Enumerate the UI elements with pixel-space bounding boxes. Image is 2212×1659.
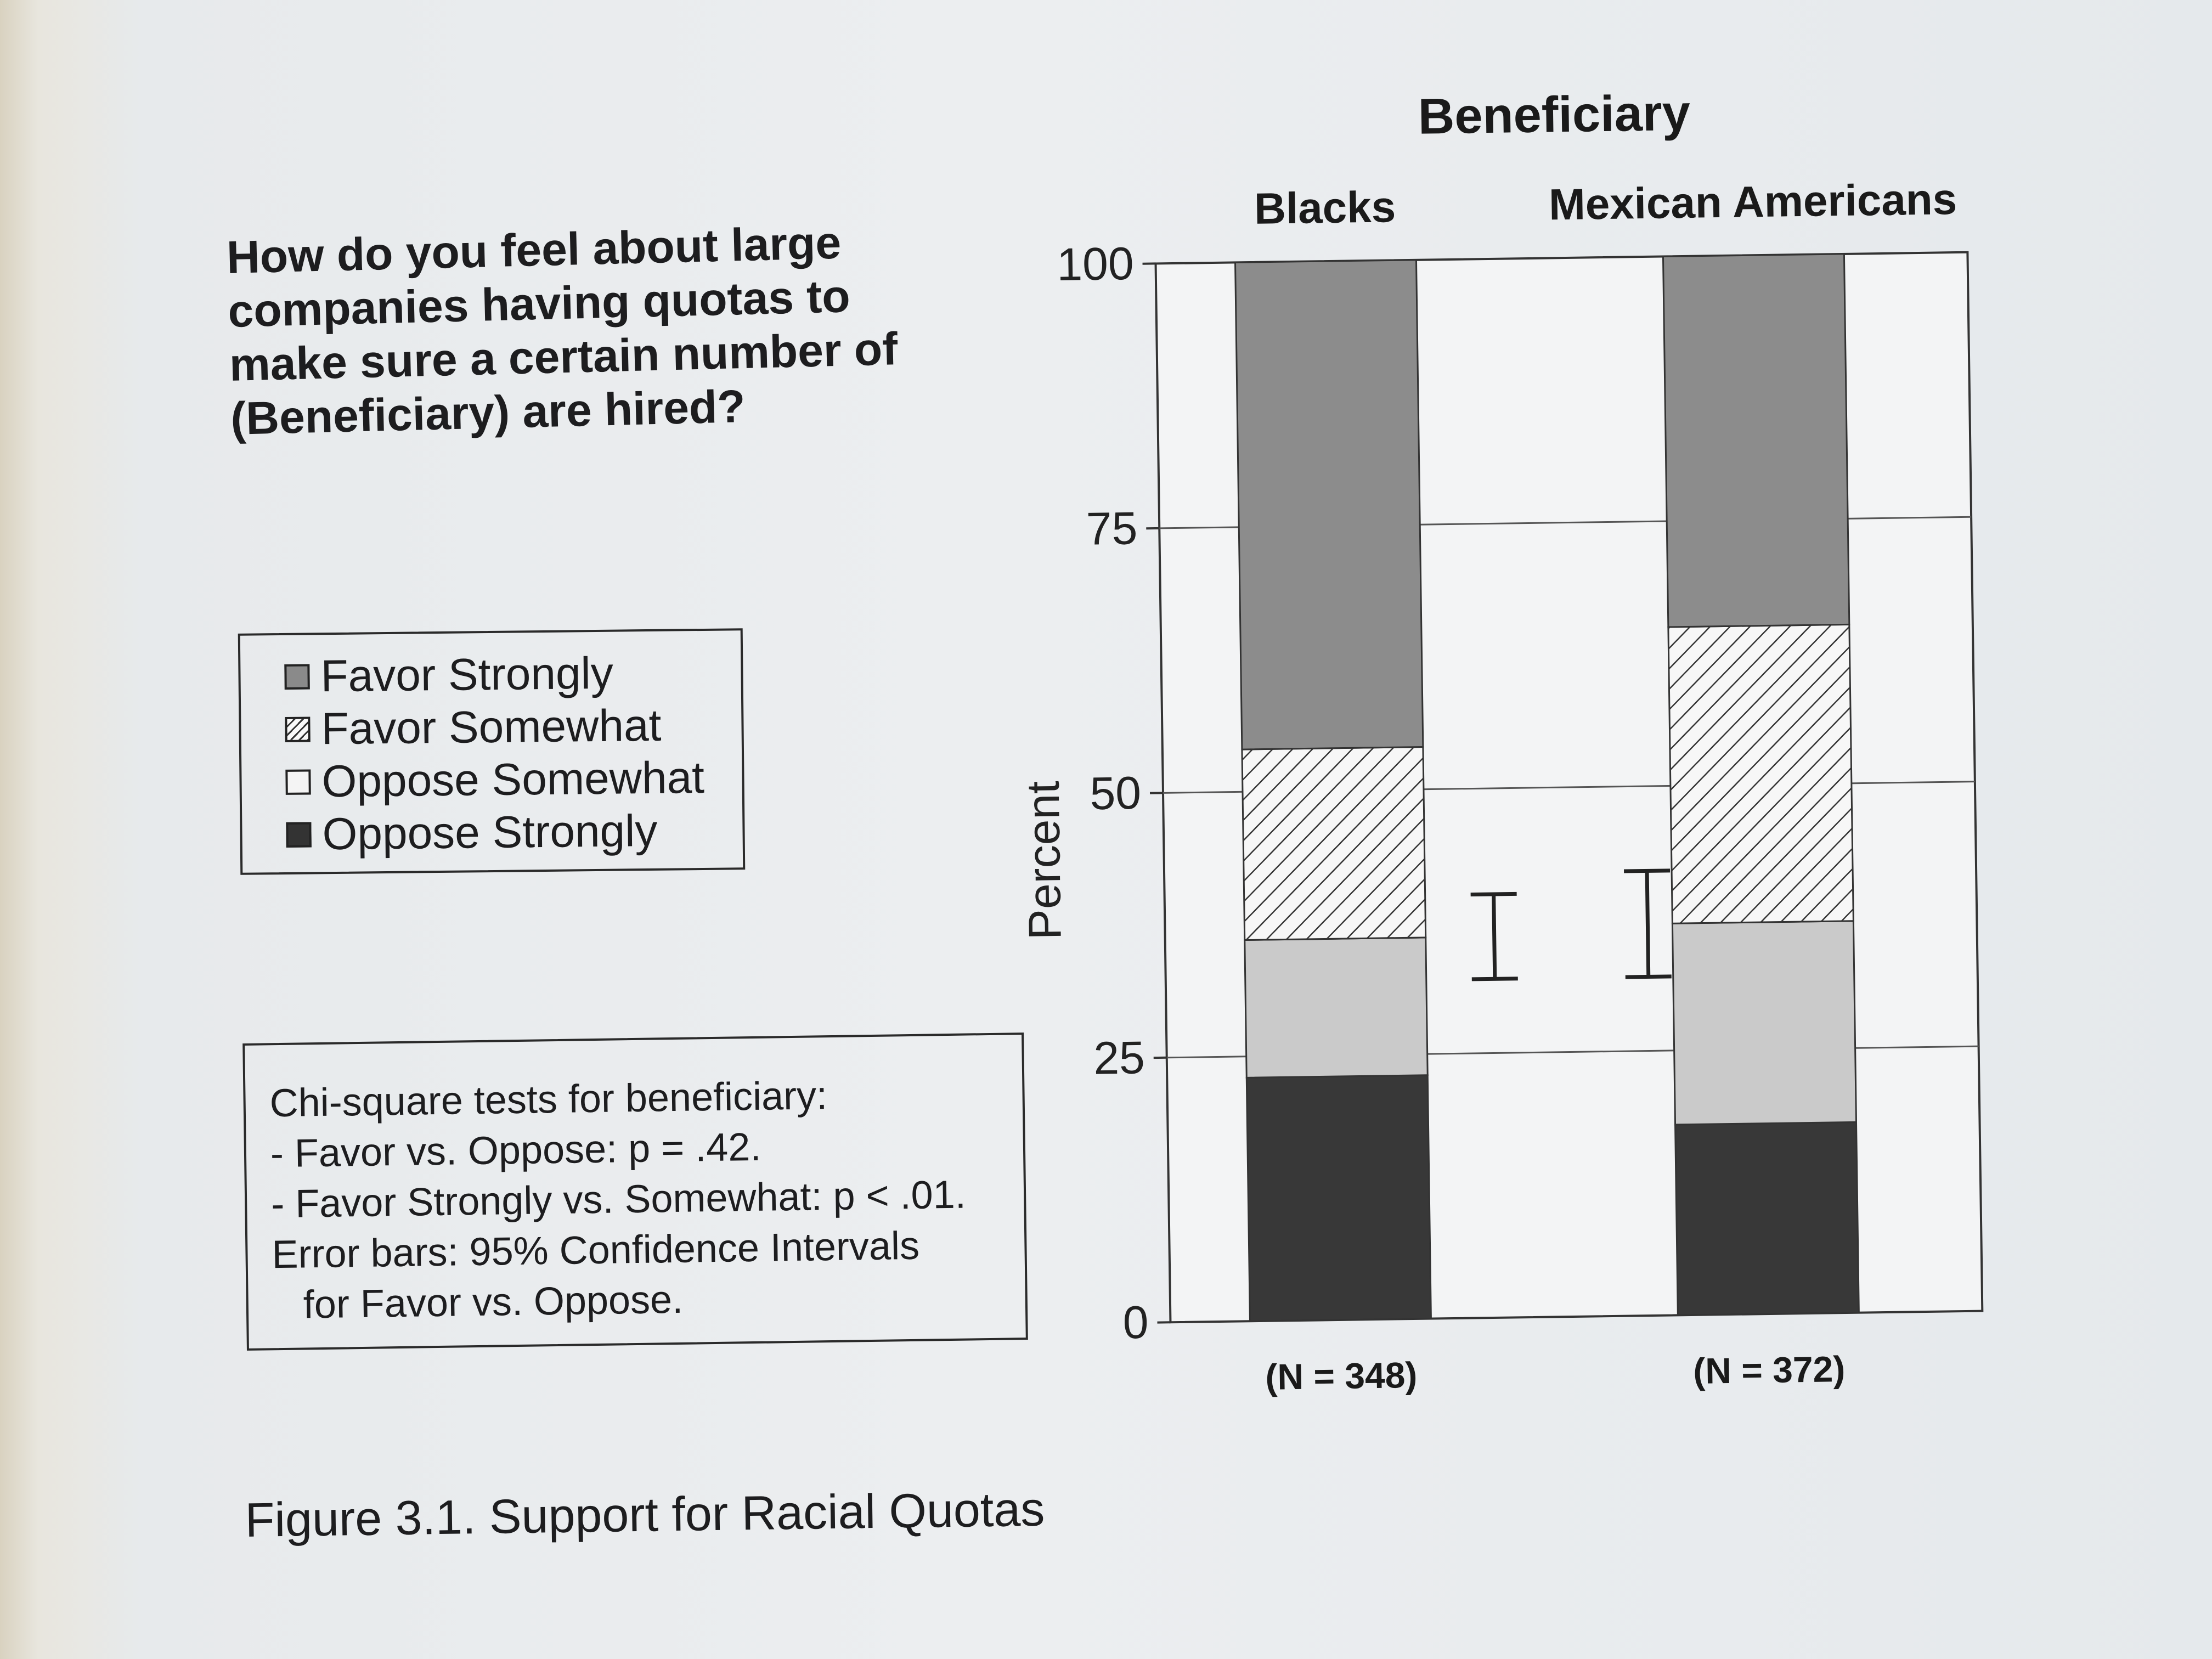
y-tick-label: 25 bbox=[1093, 1031, 1146, 1084]
y-axis-label: Percent bbox=[1017, 781, 1071, 940]
bar-segment-oppose-somewhat bbox=[1244, 936, 1429, 1079]
bar-segment-favor-strongly bbox=[1234, 259, 1424, 751]
y-tick-label: 100 bbox=[1057, 238, 1134, 290]
bar-segment-favor-somewhat bbox=[1667, 623, 1854, 924]
group-title: Beneficiary bbox=[1418, 85, 1690, 145]
bar-segment-favor-somewhat bbox=[1241, 746, 1427, 941]
error-bar bbox=[1645, 871, 1651, 977]
category-label: Blacks bbox=[1254, 182, 1396, 233]
y-tick-label: 50 bbox=[1090, 767, 1142, 819]
y-tick-label: 75 bbox=[1086, 502, 1138, 554]
error-bar bbox=[1492, 894, 1497, 979]
n-label: (N = 372) bbox=[1693, 1348, 1846, 1391]
bar-segment-favor-strongly bbox=[1662, 253, 1850, 628]
n-label: (N = 348) bbox=[1265, 1355, 1418, 1397]
y-tick-label: 0 bbox=[1122, 1296, 1149, 1348]
bar-segment-oppose-strongly bbox=[1245, 1074, 1432, 1322]
bar-segment-oppose-somewhat bbox=[1671, 920, 1858, 1126]
figure-caption: Figure 3.1. Support for Racial Quotas bbox=[245, 1481, 1045, 1547]
bar-segment-oppose-strongly bbox=[1674, 1121, 1860, 1316]
category-label: Mexican Americans bbox=[1548, 174, 1957, 229]
